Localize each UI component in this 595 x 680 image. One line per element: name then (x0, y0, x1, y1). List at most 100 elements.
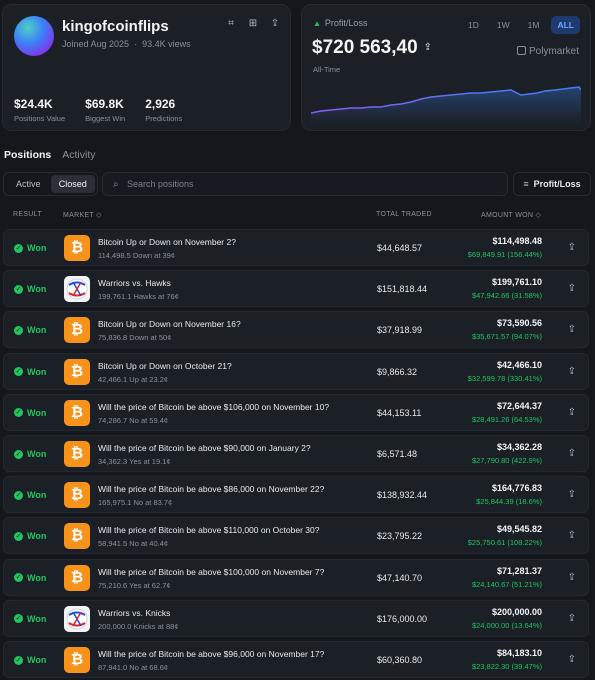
market-title[interactable]: Will the price of Bitcoin be above $86,0… (98, 484, 325, 495)
amount-won: $73,590.56 (496, 318, 542, 329)
check-circle-icon: ✓ (14, 655, 23, 665)
header-total-traded: TOTAL TRADED (376, 211, 432, 218)
market-title[interactable]: Bitcoin Up or Down on November 16? (98, 319, 241, 330)
market-title[interactable]: Will the price of Bitcoin be above $96,0… (98, 649, 325, 659)
result-label: Won (27, 449, 47, 459)
market-title[interactable]: Will the price of Bitcoin be above $110,… (98, 525, 320, 536)
tab-activity[interactable]: Activity (62, 149, 96, 161)
range-all[interactable]: ALL (551, 16, 580, 34)
stat-positions-value: $24.4K Positions Value (14, 97, 65, 123)
filter-closed[interactable]: Closed (50, 175, 95, 193)
result-label: Won (27, 531, 47, 542)
pnl-value-text: $720 563,40 (312, 37, 418, 58)
profit-change: $25,844.39 (18.6%) (476, 497, 542, 507)
profit-change: $35,671.57 (94.07%) (471, 332, 542, 342)
market-title[interactable]: Will the price of Bitcoin be above $106,… (98, 401, 330, 412)
sort-button[interactable]: ≡ Profit/Loss (513, 172, 591, 196)
market-position: 58,941.5 No at 40.4¢ (98, 539, 169, 549)
view-count: 93.4K views (142, 39, 191, 49)
market-position: 200,000.0 Knicks at 88¢ (98, 621, 179, 631)
share-icon[interactable]: ⇪ (567, 242, 576, 253)
share-icon[interactable]: ⇪ (423, 42, 433, 53)
total-traded: $23,795.22 (377, 531, 423, 542)
share-icon[interactable]: ⇪ (567, 530, 576, 542)
table-row[interactable]: ✓ Won ₿ Will the price of Bitcoin be above … (3, 517, 589, 555)
header-result: RESULT (13, 211, 42, 218)
header-market[interactable]: MARKET ◇ (63, 212, 102, 219)
share-icon[interactable]: ⇪ (567, 283, 576, 295)
check-circle-icon: ✓ (14, 325, 23, 335)
status-toggle: Active Closed (3, 172, 98, 196)
table-row[interactable]: ✓ Won ₿ Will the price of Bitcoin be above … (3, 393, 589, 431)
header-amount-won[interactable]: AMOUNT WON ◇ (481, 212, 542, 219)
market-title[interactable]: Warriors vs. Hawks (98, 278, 171, 289)
avatar[interactable] (14, 16, 54, 56)
profit-change: $27,790.80 (422.9%) (471, 456, 542, 465)
result-label: Won (27, 407, 47, 418)
share-icon[interactable]: ⇪ (270, 18, 280, 29)
profile-actions: ⌗ ⊞ ⇪ (226, 19, 280, 29)
filter-active[interactable]: Active (15, 179, 41, 189)
check-circle-icon: ✓ (14, 614, 23, 624)
table-row[interactable]: ✓ Won ₿ Bitcoin Up or Down on November 16? 7… (3, 311, 589, 349)
amount-won: $199,761.10 (491, 277, 542, 288)
total-traded: $37,918.99 (377, 325, 423, 336)
gift-icon[interactable]: ⊞ (248, 18, 258, 29)
amount-won: $71,281.37 (496, 565, 542, 576)
table-row[interactable]: ✓ Won ₿ Will the price of Bitcoin be above … (3, 558, 589, 596)
basketball-icon (64, 605, 90, 632)
market-title[interactable]: Will the price of Bitcoin be above $100,… (98, 566, 325, 577)
range-1m[interactable]: 1M (527, 20, 540, 30)
market-title[interactable]: Bitcoin Up or Down on October 21? (98, 360, 232, 371)
range-1w[interactable]: 1W (496, 20, 510, 30)
market-position: 74,286.7 No at 59.4¢ (98, 415, 169, 425)
bitcoin-icon: ₿ (64, 482, 90, 509)
stat-label: Biggest Win (85, 114, 126, 123)
table-row[interactable]: ✓ Won ₿ Will the price of Bitcoin be above … (3, 476, 589, 514)
market-title[interactable]: Bitcoin Up or Down on November 2? (98, 237, 236, 247)
market-position: 42,466.1 Up at 23.2¢ (98, 374, 169, 384)
profit-change: $23,822.30 (39.47%) (471, 662, 542, 671)
amount-won: $164,776.83 (491, 483, 542, 494)
result-status: ✓ Won (14, 531, 46, 541)
table-row[interactable]: ✓ Won Warriors vs. Hawks 199,761.1 Hawks at… (3, 270, 589, 308)
table-row[interactable]: ✓ Won ₿ Bitcoin Up or Down on November 2? 11… (3, 229, 589, 266)
result-label: Won (27, 284, 47, 295)
qr-code-icon[interactable]: ⌗ (228, 18, 234, 29)
table-row[interactable]: ✓ Won Warriors vs. Knicks 200,000.0 Knicks … (3, 599, 589, 637)
table-row[interactable]: ✓ Won ₿ Will the price of Bitcoin be above … (3, 435, 589, 472)
table-row[interactable]: ✓ Won ₿ Bitcoin Up or Down on October 21? 42… (3, 352, 589, 390)
sort-label: Profit/Loss (533, 179, 581, 189)
share-icon[interactable]: ⇪ (567, 324, 576, 336)
stat-value: 2,926 (145, 97, 176, 111)
search-input[interactable] (127, 176, 497, 192)
total-traded: $138,932.44 (377, 490, 428, 501)
market-title[interactable]: Will the price of Bitcoin be above $90,0… (98, 443, 311, 453)
share-icon[interactable]: ⇪ (567, 406, 576, 418)
total-traded: $44,648.57 (377, 243, 423, 253)
result-label: Won (27, 243, 47, 253)
total-traded: $44,153.11 (377, 407, 422, 418)
share-icon[interactable]: ⇪ (567, 365, 576, 377)
share-icon[interactable]: ⇪ (567, 654, 576, 665)
range-1d[interactable]: 1D (468, 20, 479, 30)
total-traded: $176,000.00 (377, 613, 428, 624)
profit-change: $28,491.26 (64.53%) (471, 414, 542, 424)
share-icon[interactable]: ⇪ (567, 571, 576, 583)
bitcoin-icon: ₿ (64, 564, 90, 591)
joined-info: Joined Aug 2025 · 93.4K views (62, 39, 191, 49)
profit-change: $69,849.91 (156.44%) (467, 250, 542, 259)
table-row[interactable]: ✓ Won ₿ Will the price of Bitcoin be above … (3, 641, 589, 678)
username: kingofcoinflips (62, 18, 169, 35)
pnl-value: $720 563,40 ⇪ (312, 37, 432, 59)
result-status: ✓ Won (14, 408, 46, 418)
share-icon[interactable]: ⇪ (567, 612, 576, 624)
market-title[interactable]: Warriors vs. Knicks (98, 607, 171, 618)
amount-won: $72,644.37 (496, 400, 542, 411)
sort-icon: ≡ (523, 179, 529, 189)
pnl-chart (311, 86, 581, 125)
share-icon[interactable]: ⇪ (567, 448, 576, 459)
tab-positions[interactable]: Positions (4, 149, 52, 161)
market-position: 165,975.1 No at 83.7¢ (98, 498, 173, 508)
share-icon[interactable]: ⇪ (567, 489, 576, 501)
